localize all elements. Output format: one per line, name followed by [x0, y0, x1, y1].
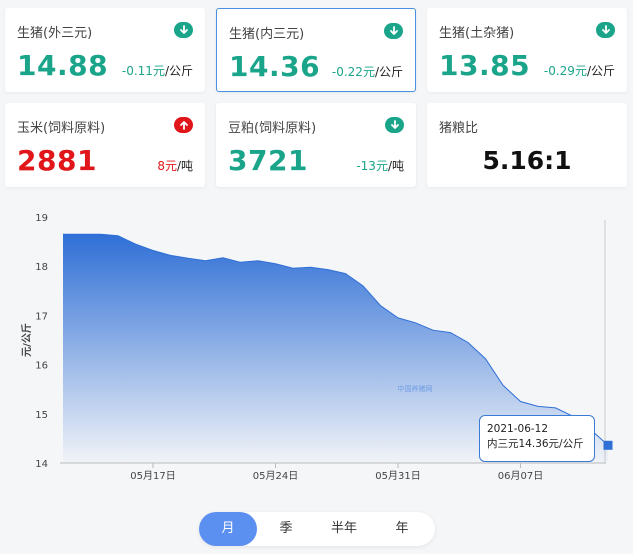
card-title: 生猪(外三元)	[17, 26, 93, 41]
price-card-pig-outer[interactable]: 生猪(外三元) 14.88 -0.11元/公斤	[5, 8, 205, 92]
change-amount: -13元	[356, 159, 388, 173]
arrow-down-icon	[384, 23, 403, 39]
card-change: 8元/吨	[157, 157, 193, 174]
price-card-soymeal[interactable]: 豆粕(饲料原料) 3721 -13元/吨	[216, 103, 416, 187]
change-unit: /吨	[387, 159, 404, 173]
change-amount: -0.29元	[543, 64, 587, 78]
chart-tooltip: 2021-06-12 内三元14.36元/公斤	[479, 415, 595, 462]
card-value: 13.85	[439, 49, 531, 82]
period-year-button[interactable]: 年	[395, 521, 409, 536]
arrow-down-icon	[174, 22, 193, 38]
card-change: -0.29元/公斤	[544, 62, 615, 79]
period-switcher: 月 季 半年 年	[199, 512, 435, 546]
price-card-corn[interactable]: 玉米(饲料原料) 2881 8元/吨	[5, 103, 205, 187]
x-tick-label: 05月17日	[130, 470, 175, 482]
arrow-up-icon	[174, 117, 193, 133]
y-tick-label: 18	[35, 262, 48, 273]
price-card-pig-local[interactable]: 生猪(土杂猪) 13.85 -0.29元/公斤	[427, 8, 627, 92]
arrow-down-icon	[596, 22, 615, 38]
arrow-down-icon	[385, 117, 404, 133]
y-tick-label: 14	[35, 459, 48, 470]
card-title: 玉米(饲料原料)	[17, 121, 106, 136]
card-title: 生猪(土杂猪)	[439, 26, 515, 41]
y-tick-label: 17	[35, 311, 48, 322]
price-card-pig-inner[interactable]: 生猪(内三元) 14.36 -0.22元/公斤	[216, 8, 416, 92]
card-value: 2881	[17, 144, 97, 177]
x-tick-label: 05月31日	[375, 470, 420, 482]
period-quarter-button[interactable]: 季	[279, 521, 293, 536]
tooltip-value: 内三元14.36元/公斤	[487, 438, 584, 450]
x-tick-label: 06月07日	[498, 470, 543, 482]
watermark: 中国养猪网	[398, 384, 433, 393]
series-line	[63, 233, 609, 446]
card-title: 猪粮比	[439, 121, 479, 136]
y-tick-label: 19	[35, 213, 48, 224]
card-change: -0.22元/公斤	[332, 63, 403, 80]
card-change: -0.11元/公斤	[122, 62, 193, 79]
change-unit: /公斤	[586, 64, 615, 78]
series-area	[63, 234, 608, 463]
x-tick-label: 05月24日	[253, 470, 298, 482]
card-title: 豆粕(饲料原料)	[228, 121, 317, 136]
y-tick-label: 16	[35, 361, 48, 372]
y-axis-label: 元/公斤	[20, 323, 33, 357]
tooltip-date: 2021-06-12	[487, 423, 549, 435]
card-value: 14.36	[229, 50, 321, 83]
period-halfyear-button[interactable]: 半年	[330, 521, 357, 536]
card-value: 14.88	[17, 49, 109, 82]
change-amount: -0.11元	[121, 64, 165, 78]
y-tick-label: 15	[35, 410, 48, 421]
card-title: 生猪(内三元)	[229, 27, 305, 42]
change-unit: /吨	[176, 159, 193, 173]
change-unit: /公斤	[164, 64, 193, 78]
change-amount: 8元	[157, 159, 177, 173]
card-change: -13元/吨	[356, 157, 404, 174]
change-unit: /公斤	[374, 65, 403, 79]
change-amount: -0.22元	[331, 65, 375, 79]
data-point-marker[interactable]	[603, 440, 613, 450]
price-chart[interactable]: 元/公斤 14 15 16 17 18 19 05月17日 05月24日 05月31日 06月0…	[0, 200, 633, 500]
price-card-pig-grain-ratio[interactable]: 猪粮比 5.16:1	[427, 103, 627, 187]
ratio-value: 5.16:1	[482, 146, 572, 175]
card-value: 3721	[228, 144, 308, 177]
period-month-button[interactable]: 月	[199, 512, 257, 546]
